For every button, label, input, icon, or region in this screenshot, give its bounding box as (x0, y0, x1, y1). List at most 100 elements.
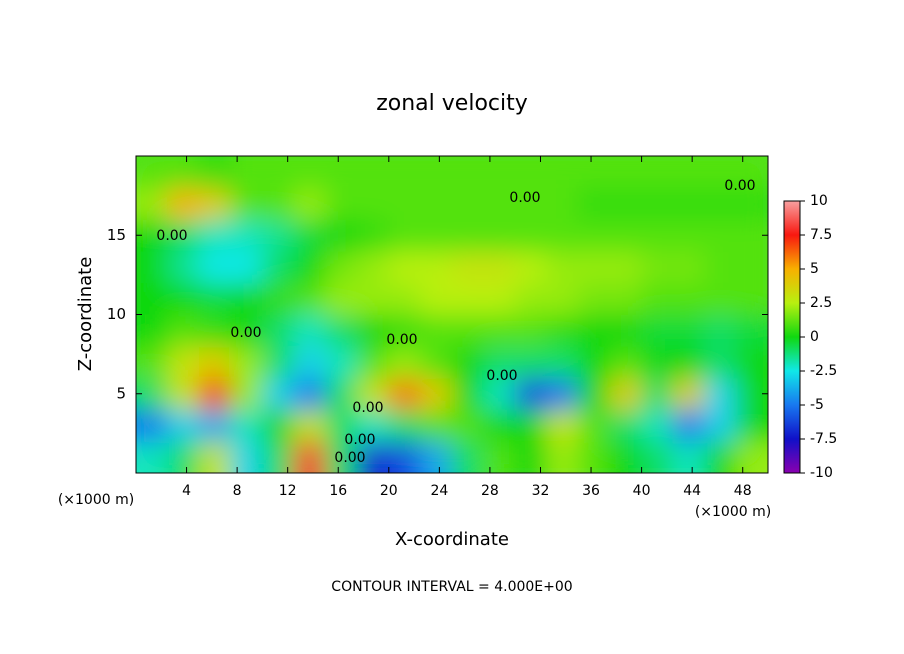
cell (609, 377, 643, 411)
cell (577, 282, 611, 315)
cell (325, 282, 358, 315)
cell (261, 187, 295, 220)
cell (388, 282, 421, 315)
y-tick-label: 15 (107, 226, 126, 244)
cell (735, 187, 768, 220)
cell (609, 282, 643, 315)
cell (735, 156, 768, 189)
x-tick-label: 20 (380, 483, 398, 499)
cell (514, 440, 548, 473)
cell (167, 156, 200, 189)
cell (419, 440, 453, 473)
colorbar (783, 200, 801, 474)
contour-label: 0.00 (156, 228, 187, 244)
cell (546, 282, 579, 315)
x-tick-label: 8 (233, 483, 242, 499)
colorbar-tick-label: -7.5 (810, 431, 837, 447)
x-tick-label: 32 (532, 483, 550, 499)
cell (609, 409, 643, 442)
cell (261, 409, 295, 442)
colorbar-tick-label: -2.5 (810, 363, 837, 379)
cell (546, 409, 579, 442)
cell (261, 282, 295, 315)
cell (609, 345, 643, 379)
x-tick-label: 28 (481, 483, 499, 499)
cell (546, 314, 579, 347)
cell (546, 218, 579, 252)
contour-label: 0.00 (486, 368, 517, 384)
cell (388, 440, 421, 473)
cell (198, 218, 232, 252)
cell (356, 187, 390, 220)
contour-labels: 0.00 0.00 0.00 0.00 0.00 0.00 0.00 0.00 0.00 (156, 178, 755, 466)
cell (672, 187, 706, 220)
cell (641, 187, 674, 220)
contour-label: 0.00 (509, 190, 540, 206)
cell (451, 187, 485, 220)
cell (136, 250, 169, 284)
x-unit-label: (×1000 m) (695, 504, 771, 520)
cell (356, 314, 390, 347)
cell (546, 377, 579, 411)
cell (577, 156, 611, 189)
cell (136, 345, 169, 379)
cell (483, 218, 516, 252)
contour-label: 0.00 (344, 432, 375, 448)
cell (388, 187, 421, 220)
colorbar-tick-label: -5 (810, 397, 824, 413)
cell (167, 345, 200, 379)
cell (641, 250, 674, 284)
cell (577, 377, 611, 411)
cell (704, 345, 737, 379)
cell (483, 409, 516, 442)
cell (261, 156, 295, 189)
cell (451, 282, 485, 315)
x-unit-label: (×1000 m) (58, 492, 134, 508)
cell (672, 282, 706, 315)
cell (325, 440, 358, 473)
cell (325, 218, 358, 252)
cell (609, 250, 643, 284)
cell (735, 440, 768, 473)
cell (261, 250, 295, 284)
cell (356, 250, 390, 284)
cell (230, 282, 263, 315)
cell (514, 187, 548, 220)
cell (704, 187, 737, 220)
cell (546, 156, 579, 189)
cell (388, 409, 421, 442)
cell (451, 409, 485, 442)
plot-area (136, 156, 768, 473)
cell (230, 440, 263, 473)
cell (356, 409, 390, 442)
contour-label: 0.00 (386, 332, 417, 348)
chart-title: zonal velocity (376, 91, 528, 116)
cell (293, 409, 327, 442)
cell (451, 156, 485, 189)
colorbar-tick-label: 2.5 (810, 295, 832, 311)
cell (261, 345, 295, 379)
cell (230, 156, 263, 189)
x-tick-label: 36 (582, 483, 600, 499)
contour-label: 0.00 (352, 400, 383, 416)
cell (198, 314, 232, 347)
cell (198, 377, 232, 411)
cell (609, 156, 643, 189)
cell (356, 377, 390, 411)
cell (261, 218, 295, 252)
cell (577, 345, 611, 379)
cell (419, 409, 453, 442)
cell (136, 440, 169, 473)
cell (546, 187, 579, 220)
cell (388, 377, 421, 411)
cell (356, 218, 390, 252)
cell (293, 187, 327, 220)
cell (483, 250, 516, 284)
cell (451, 377, 485, 411)
cell (672, 156, 706, 189)
cell (704, 409, 737, 442)
cell (735, 282, 768, 315)
cell (230, 218, 263, 252)
contour-label: 0.00 (230, 325, 261, 341)
